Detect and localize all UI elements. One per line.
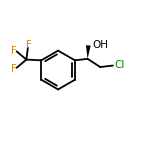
- Text: F: F: [11, 64, 17, 74]
- Text: OH: OH: [93, 40, 109, 50]
- Text: F: F: [26, 40, 31, 50]
- Text: Cl: Cl: [114, 60, 125, 70]
- Text: F: F: [11, 46, 17, 56]
- Polygon shape: [86, 45, 91, 59]
